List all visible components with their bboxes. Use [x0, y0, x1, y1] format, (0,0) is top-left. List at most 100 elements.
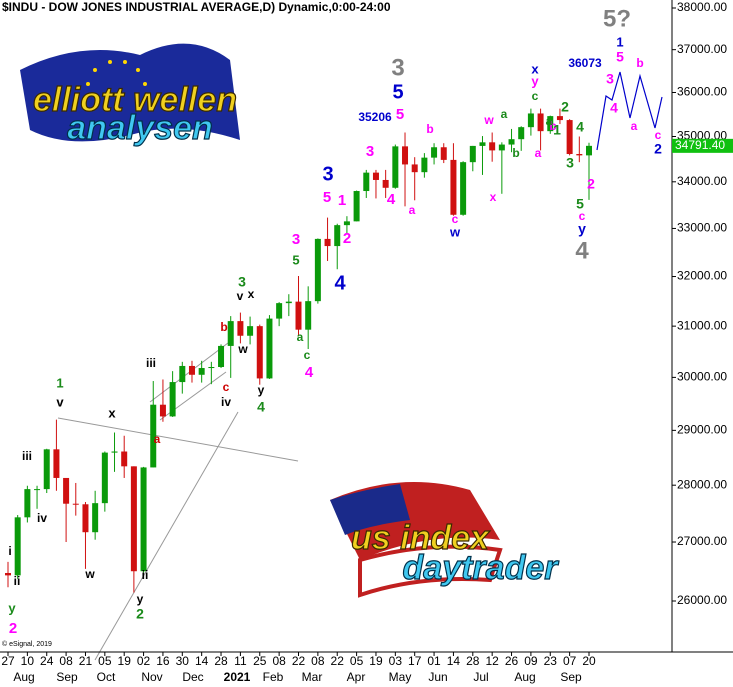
wave-label: w — [237, 342, 248, 356]
wave-label: 5 — [292, 252, 299, 267]
wave-label: 1 — [553, 122, 561, 138]
wave-label: b — [220, 320, 227, 334]
wave-label: 4 — [334, 272, 346, 294]
y-tick-label: 28000.00 — [677, 477, 727, 491]
wave-label: a — [631, 119, 638, 133]
x-tick-label: 28 — [466, 654, 480, 668]
y-tick-label: 29000.00 — [677, 423, 727, 437]
logo-text: elliott wellen — [33, 81, 237, 119]
wave-label: x — [531, 61, 539, 76]
x-tick-label: 09 — [524, 654, 538, 668]
logo-flag-canton — [330, 484, 410, 535]
candle-body — [24, 489, 31, 518]
candle-body — [266, 318, 273, 379]
wave-label: c — [223, 380, 230, 394]
month-label: Sep — [56, 670, 78, 684]
candle-body — [111, 451, 118, 453]
wave-label: a — [154, 432, 161, 446]
wave-label: 3 — [606, 71, 614, 87]
wave-label: 2 — [343, 230, 351, 247]
candle-body — [527, 113, 534, 128]
wave-label: w — [449, 224, 461, 239]
candle-body — [276, 303, 283, 319]
x-tick-label: 19 — [369, 654, 383, 668]
candles — [5, 108, 592, 593]
candle-body — [450, 159, 457, 215]
wave-label: 4 — [257, 399, 265, 415]
wave-label: y — [258, 383, 265, 397]
x-tick-label: 10 — [21, 654, 35, 668]
wave-label: c — [655, 128, 662, 142]
wave-label: ii — [14, 574, 21, 588]
x-tick-label: 08 — [59, 654, 73, 668]
x-tick-label: 07 — [563, 654, 577, 668]
candle-body — [159, 404, 166, 417]
month-label: Apr — [347, 670, 366, 684]
chart-title: $INDU - DOW JONES INDUSTRIAL AVERAGE,D) … — [2, 0, 391, 14]
candle-body — [566, 120, 573, 155]
candle-body — [179, 365, 186, 383]
candle-body — [63, 477, 70, 504]
wave-label: b — [512, 146, 519, 160]
wave-label: w — [483, 113, 494, 127]
wave-label: 1 — [56, 375, 63, 390]
candle-body — [130, 466, 137, 572]
wave-label: 4 — [575, 237, 589, 264]
candle-body — [402, 146, 409, 165]
y-tick-label: 38000.00 — [677, 0, 727, 14]
candle-body — [460, 162, 467, 215]
candle-body — [92, 503, 99, 533]
wave-label: v — [237, 289, 244, 303]
candle-body — [72, 503, 79, 505]
candle-body — [218, 345, 225, 367]
y-tick-label: 36000.00 — [677, 85, 727, 99]
x-tick-label: 14 — [195, 654, 209, 668]
x-tick-label: 08 — [272, 654, 286, 668]
month-label: Aug — [514, 670, 535, 684]
x-tick-label: 24 — [40, 654, 54, 668]
last-price-label: 34791.40 — [675, 138, 725, 152]
wave-label: 3 — [322, 163, 333, 185]
x-tick-label: 25 — [253, 654, 267, 668]
wave-label: y — [137, 592, 144, 606]
logo-elliott: elliott wellen analysen — [20, 43, 240, 148]
wave-label: iii — [22, 449, 32, 463]
wave-label: b — [549, 119, 556, 133]
x-tick-label: 08 — [311, 654, 325, 668]
x-tick-label: 30 — [176, 654, 190, 668]
candle-body — [537, 113, 544, 132]
month-label: Jul — [473, 670, 488, 684]
wave-label: 4 — [387, 191, 396, 208]
candle-body — [247, 326, 254, 336]
wave-label: a — [297, 330, 304, 344]
wave-label: 2 — [9, 620, 17, 637]
x-tick-label: 02 — [137, 654, 151, 668]
last-price-tag — [672, 138, 733, 153]
candle-body — [334, 225, 341, 247]
x-tick-label: 17 — [408, 654, 422, 668]
y-tick-label: 33000.00 — [677, 221, 727, 235]
logo-stars — [86, 60, 147, 86]
candle-body — [498, 144, 505, 151]
candle-body — [227, 321, 234, 346]
candle-body — [556, 116, 563, 121]
candle-body — [314, 238, 321, 302]
candle-body — [431, 147, 438, 158]
wave-label: w — [84, 567, 95, 581]
candle-body — [43, 449, 50, 490]
candle-body — [188, 365, 195, 375]
wave-label: a — [546, 114, 553, 128]
wave-label: 3 — [366, 143, 374, 160]
candle-body — [343, 221, 350, 226]
x-tick-label: 05 — [98, 654, 112, 668]
wave-label: iv — [221, 395, 231, 409]
candle-body — [295, 301, 302, 330]
candle-body — [82, 504, 89, 533]
wave-label: 2 — [136, 606, 144, 622]
wave-label: 2 — [587, 176, 595, 192]
y-tick-label: 27000.00 — [677, 534, 727, 548]
candle-body — [150, 404, 157, 468]
month-label: 2021 — [224, 670, 251, 684]
logo-usindex: us index daytrader — [330, 482, 560, 598]
